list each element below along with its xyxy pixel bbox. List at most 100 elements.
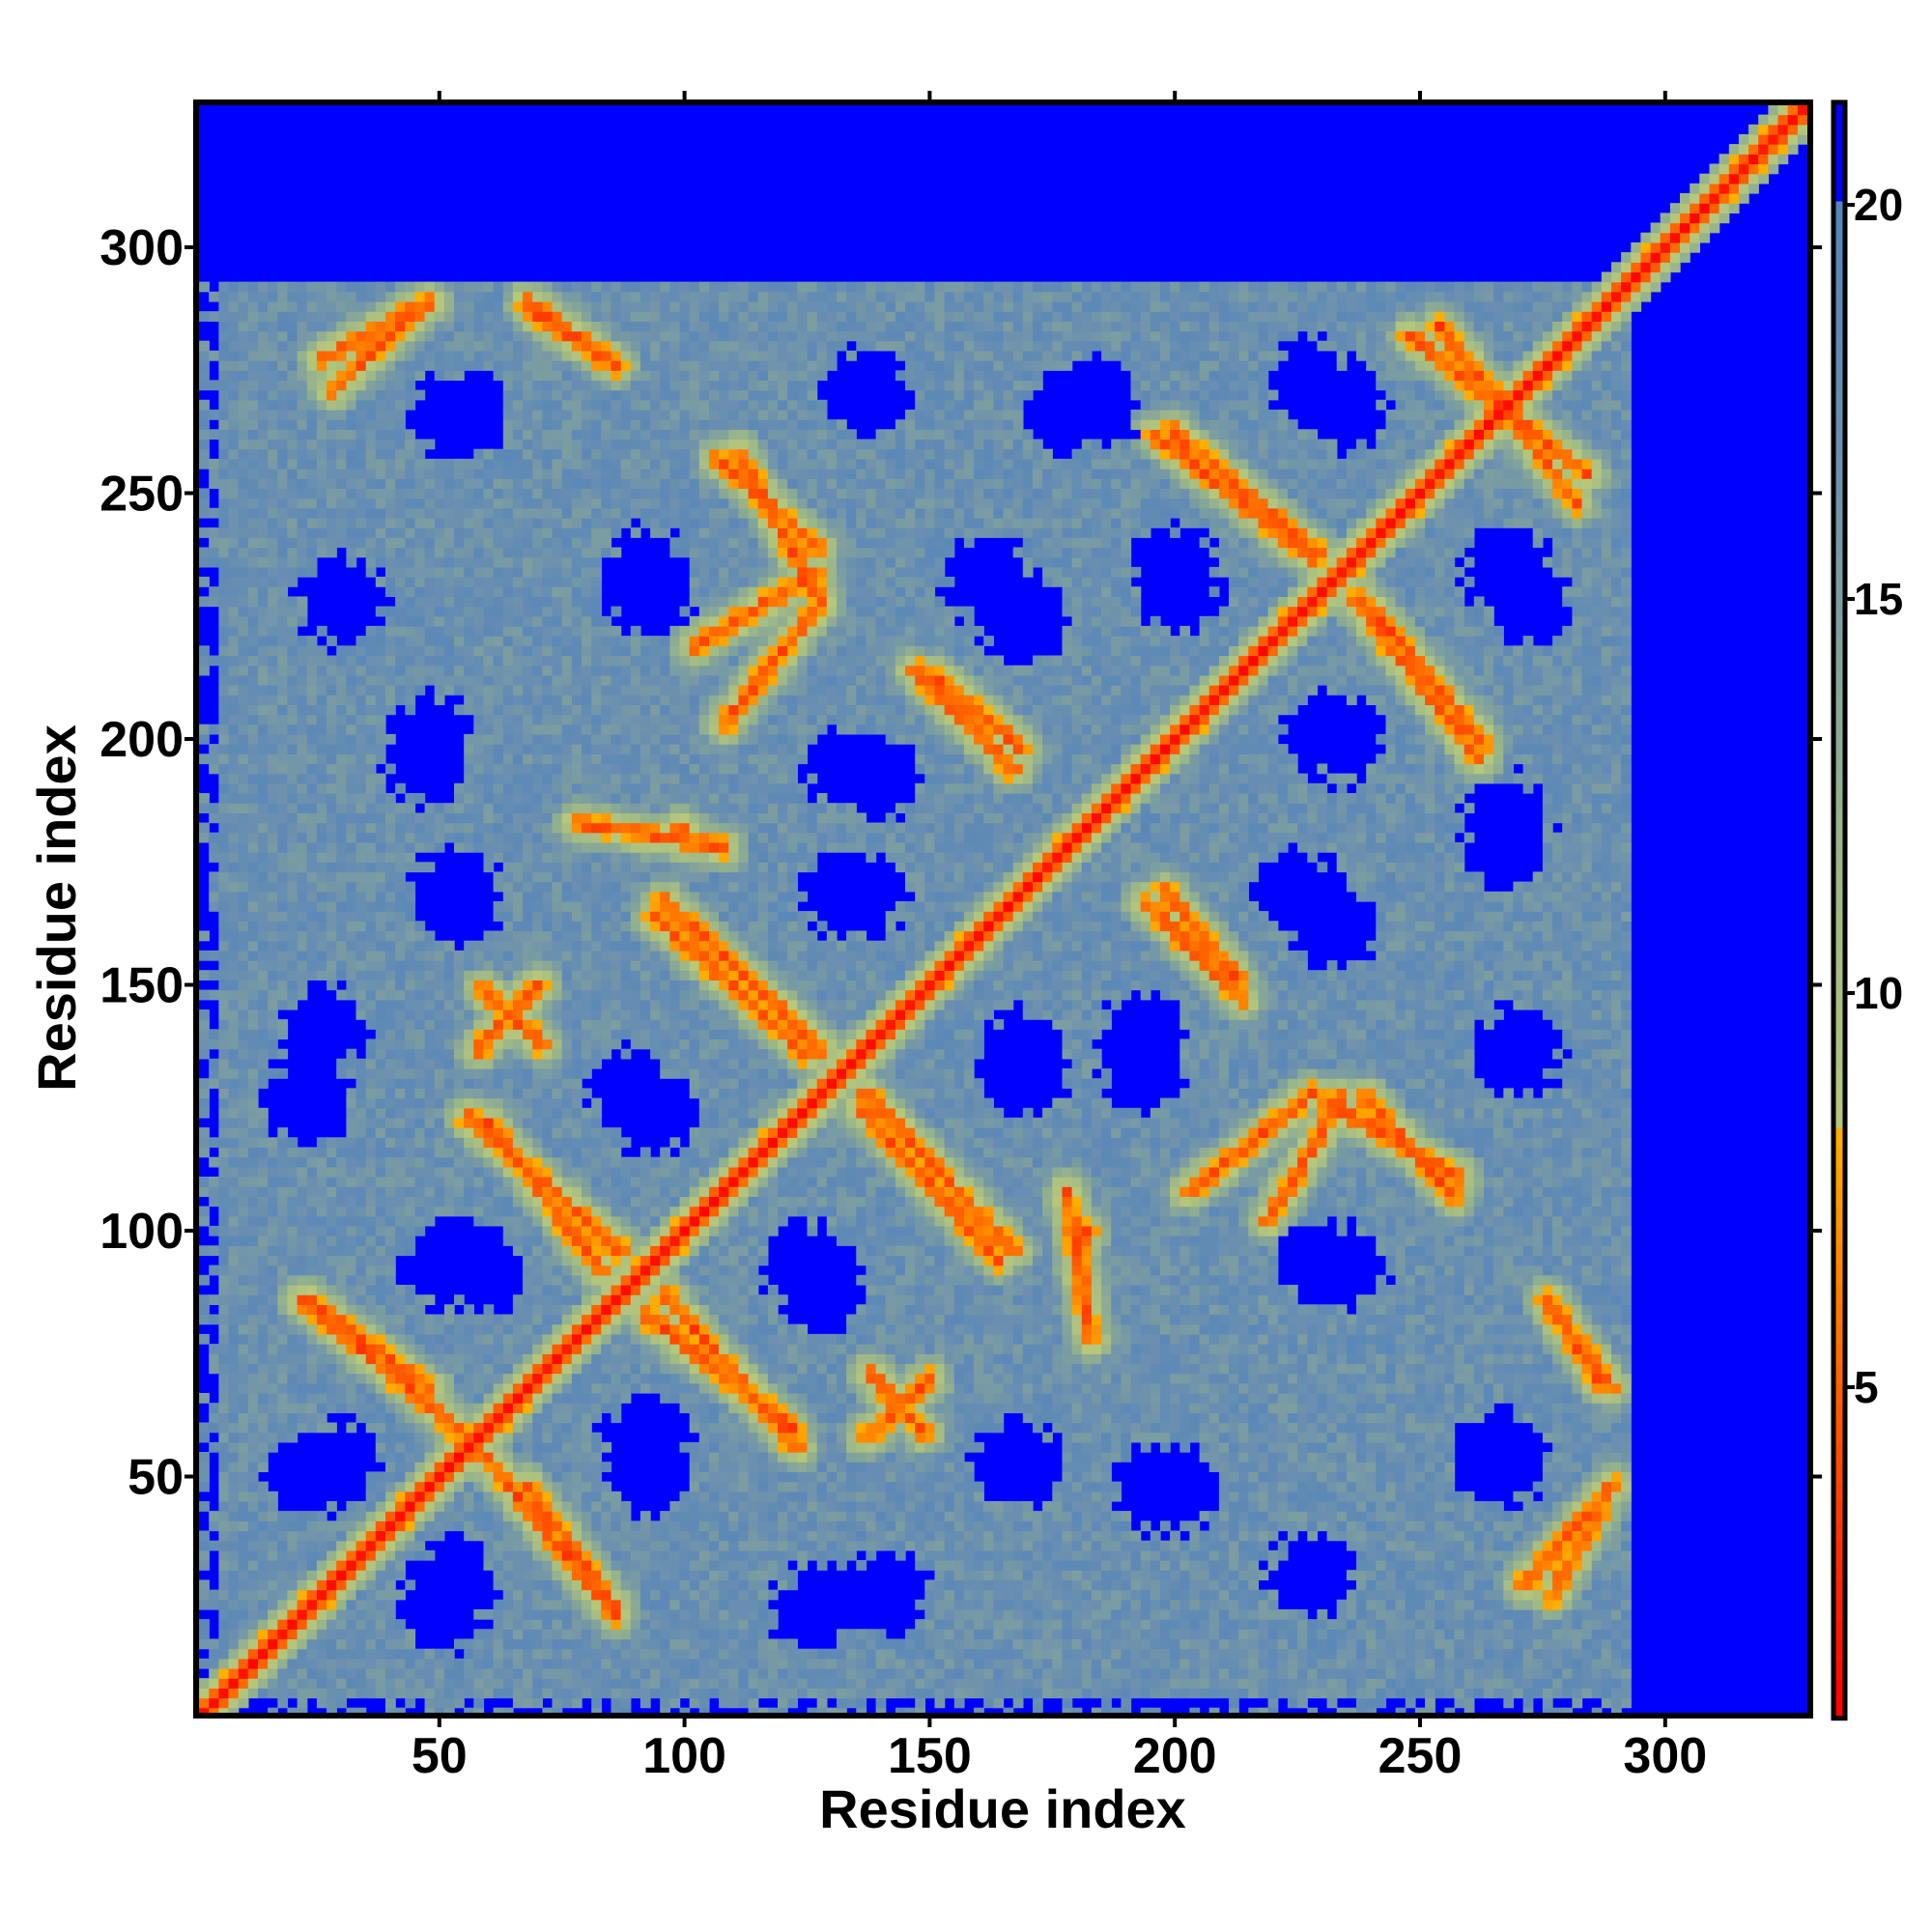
heatmap-cell <box>268 291 278 302</box>
heatmap-cell <box>405 360 416 371</box>
heatmap-cell <box>385 488 396 499</box>
heatmap-cell <box>365 636 377 646</box>
heatmap-cell <box>552 1530 563 1542</box>
heatmap-cell <box>473 1107 485 1119</box>
heatmap-cell <box>258 999 269 1010</box>
heatmap-cell <box>218 950 230 961</box>
heatmap-cell <box>199 665 210 676</box>
heatmap-cell <box>454 655 465 667</box>
heatmap-cell <box>493 782 504 794</box>
heatmap-cell <box>434 360 445 371</box>
heatmap-cell <box>443 674 455 686</box>
heatmap-cell <box>375 1608 386 1620</box>
heatmap-cell <box>355 970 367 980</box>
heatmap-cell <box>327 537 337 549</box>
heatmap-cell <box>218 340 230 352</box>
heatmap-cell <box>395 1412 406 1424</box>
heatmap-cell <box>258 1206 269 1217</box>
heatmap-cell <box>571 881 582 893</box>
heatmap-cell <box>336 527 347 538</box>
heatmap-cell <box>414 1511 426 1521</box>
heatmap-cell <box>443 1137 455 1149</box>
heatmap-cell <box>502 301 514 312</box>
heatmap-cell <box>571 1530 582 1542</box>
heatmap-cell <box>258 989 269 1001</box>
heatmap-cell <box>532 1215 543 1227</box>
heatmap-cell <box>464 1127 474 1138</box>
heatmap-cell <box>483 960 495 971</box>
heatmap-cell <box>228 1215 240 1227</box>
heatmap-cell <box>405 674 416 686</box>
heatmap-cell <box>542 891 554 902</box>
heatmap-cell <box>258 1156 269 1168</box>
heatmap-cell <box>355 1579 367 1591</box>
heatmap-cell <box>277 636 289 646</box>
heatmap-cell <box>258 1608 269 1620</box>
heatmap-cell <box>277 1274 289 1286</box>
heatmap-cell <box>582 645 592 657</box>
heatmap-cell <box>365 1422 377 1434</box>
heatmap-cell <box>473 665 485 676</box>
heatmap-cell <box>443 940 455 952</box>
heatmap-cell <box>327 1707 337 1716</box>
heatmap-cell <box>327 665 337 676</box>
heatmap-cell <box>473 793 485 804</box>
heatmap-cell <box>512 1491 524 1502</box>
heatmap-cell <box>512 714 524 725</box>
heatmap-cell <box>582 1186 592 1197</box>
heatmap-cell <box>443 1009 455 1020</box>
heatmap-cell <box>405 1344 416 1354</box>
heatmap-cell <box>385 1452 396 1463</box>
heatmap-cell <box>228 527 240 538</box>
heatmap-cell <box>268 1511 278 1521</box>
heatmap-cell <box>306 1206 318 1217</box>
heatmap-cell <box>582 625 592 637</box>
heatmap-cell <box>258 960 269 971</box>
heatmap-cell <box>199 1127 210 1138</box>
heatmap-cell <box>493 1688 504 1699</box>
heatmap-cell <box>502 960 514 971</box>
heatmap-cell <box>512 330 524 342</box>
heatmap-cell <box>258 1196 269 1208</box>
heatmap-cell <box>493 469 504 479</box>
heatmap-cell <box>297 871 308 883</box>
heatmap-cell <box>532 891 543 902</box>
heatmap-cell <box>316 782 327 794</box>
heatmap-cell <box>395 419 406 430</box>
heatmap-cell <box>571 1441 582 1453</box>
heatmap-cell <box>228 773 240 784</box>
heatmap-cell <box>327 389 337 401</box>
heatmap-cell <box>247 911 259 922</box>
heatmap-cell <box>483 674 495 686</box>
heatmap-cell <box>414 1019 426 1030</box>
heatmap-cell <box>473 1520 485 1532</box>
heatmap-cell <box>316 1549 327 1561</box>
heatmap-cell <box>297 773 308 784</box>
heatmap-cell <box>493 999 504 1010</box>
heatmap-cell <box>247 1156 259 1168</box>
heatmap-cell <box>365 921 377 932</box>
heatmap-cell <box>395 410 406 420</box>
heatmap-cell <box>561 1638 573 1650</box>
heatmap-cell <box>532 1236 543 1246</box>
heatmap-cell <box>483 478 495 489</box>
heatmap-cell <box>268 901 278 912</box>
heatmap-cell <box>238 989 249 1001</box>
heatmap-cell <box>424 862 436 873</box>
heatmap-cell <box>346 832 357 843</box>
heatmap-cell <box>228 1688 240 1699</box>
heatmap-cell <box>258 1068 269 1079</box>
heatmap-cell <box>464 1048 474 1060</box>
heatmap-cell <box>483 360 495 371</box>
heatmap-cell <box>561 566 573 578</box>
heatmap-cell <box>346 1225 357 1236</box>
heatmap-cell <box>385 1608 396 1620</box>
heatmap-cell <box>258 399 269 411</box>
heatmap-cell <box>405 695 416 705</box>
heatmap-cell <box>395 1245 406 1257</box>
heatmap-cell <box>512 832 524 843</box>
heatmap-cell <box>385 862 396 873</box>
heatmap-cell <box>512 695 524 705</box>
heatmap-cell <box>561 881 573 893</box>
heatmap-cell <box>502 891 514 902</box>
